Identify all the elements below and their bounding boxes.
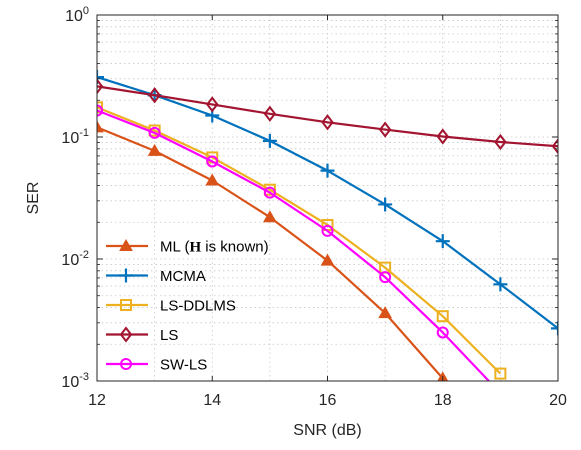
series-5 <box>97 104 490 381</box>
marker-plus <box>262 133 277 148</box>
x-tick-label: 12 <box>88 392 106 409</box>
y-tick-label: 10-1 <box>61 127 89 147</box>
marker-circle <box>120 358 132 370</box>
series-layer <box>97 70 558 381</box>
legend-item: LS <box>106 326 178 344</box>
series-3 <box>97 101 507 380</box>
x-tick-label: 20 <box>549 392 567 409</box>
marker-plus <box>493 277 508 292</box>
x-ticks: 12 14 16 18 20 <box>88 15 567 409</box>
marker-square <box>494 367 507 380</box>
marker-triangle <box>378 306 392 319</box>
marker-circle <box>148 126 161 139</box>
legend-item: LS-DDLMS <box>106 298 236 315</box>
marker-diamond <box>321 114 334 131</box>
x-axis-label: SNR (dB) <box>293 422 361 439</box>
marker-circle <box>379 271 392 284</box>
marker-diamond <box>263 105 277 122</box>
legend-item: SW-LS <box>106 357 207 374</box>
marker-circle <box>206 155 219 168</box>
y-ticks: 100 10-1 10-2 10-3 <box>61 5 558 391</box>
marker-plus <box>97 70 104 85</box>
y-tick-label: 10-2 <box>61 249 89 269</box>
x-tick-label: 14 <box>203 392 221 409</box>
legend-label: MCMA <box>160 268 206 285</box>
marker-triangle <box>147 143 162 156</box>
marker-triangle <box>320 253 335 266</box>
marker-diamond <box>97 78 104 95</box>
series-line <box>97 109 490 381</box>
marker-plus <box>119 268 133 283</box>
marker-plus <box>435 234 450 249</box>
marker-triangle <box>97 120 104 133</box>
x-tick-label: 18 <box>434 392 452 409</box>
marker-square <box>120 299 132 311</box>
legend-item: ML (H is known) <box>106 239 269 256</box>
legend-label: SW-LS <box>160 357 207 374</box>
marker-diamond <box>551 138 558 155</box>
y-axis-label: SER <box>25 182 42 215</box>
marker-diamond <box>119 326 133 343</box>
series-line <box>97 126 444 380</box>
marker-circle <box>263 186 276 199</box>
legend: ML (H is known) MCMA LS-DDLMS LS SW-LS <box>106 239 269 374</box>
marker-plus <box>551 321 558 336</box>
legend-label: ML (H is known) <box>160 239 269 256</box>
series-line <box>97 106 502 375</box>
series-line <box>97 85 558 148</box>
marker-diamond <box>378 121 392 138</box>
legend-label: LS-DDLMS <box>160 298 236 315</box>
marker-circle <box>97 104 103 117</box>
marker-plus <box>320 163 335 178</box>
legend-item: MCMA <box>106 268 206 285</box>
marker-plus <box>378 197 393 212</box>
marker-diamond <box>205 96 219 113</box>
marker-triangle <box>119 238 133 251</box>
series-4 <box>97 78 558 155</box>
marker-diamond <box>494 133 507 151</box>
marker-diamond <box>148 87 161 104</box>
marker-diamond <box>436 128 450 145</box>
y-tick-label: 10-3 <box>61 371 89 391</box>
marker-circle <box>436 326 449 339</box>
marker-triangle <box>263 210 277 223</box>
marker-circle <box>321 224 334 237</box>
legend-label: LS <box>160 327 178 344</box>
y-tick-label: 100 <box>65 5 89 25</box>
marker-triangle <box>205 173 220 186</box>
marker-square <box>436 310 449 323</box>
x-tick-label: 16 <box>319 392 337 409</box>
